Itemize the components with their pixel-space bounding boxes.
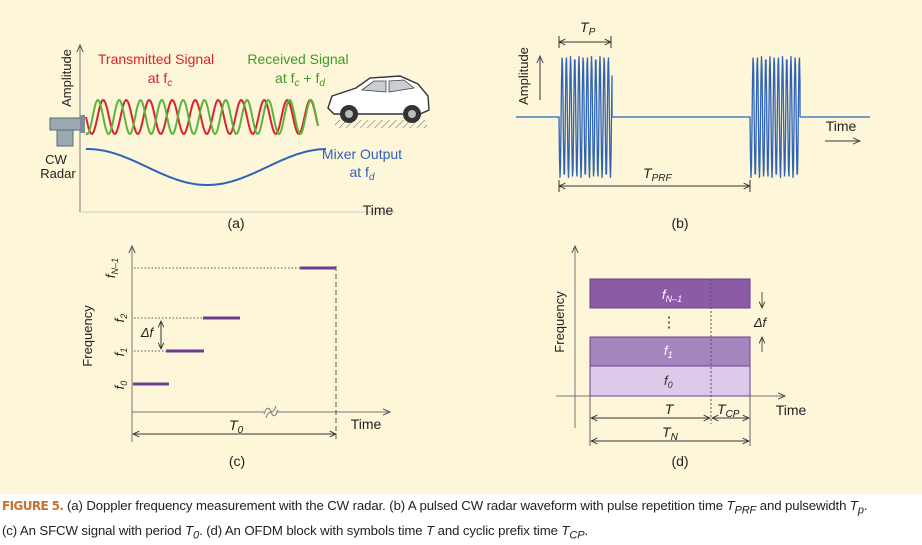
- mixer-output-wave: [86, 148, 326, 186]
- panel-b-x-axis-label: Time: [826, 118, 857, 134]
- caption-part-3: .: [863, 498, 868, 513]
- car-icon: [327, 75, 430, 128]
- tp-label: TP: [580, 19, 596, 38]
- received-label: Received Signal: [247, 51, 348, 67]
- block-ellipsis: ⋮: [662, 314, 677, 331]
- period-label: T0: [229, 417, 244, 436]
- level-label-f2: f2: [112, 314, 129, 323]
- level-label-fn1: fN–1: [103, 258, 120, 278]
- panel-a-label: (a): [227, 215, 244, 231]
- t-label: T: [665, 401, 675, 417]
- caption-tcp: TCP: [561, 522, 585, 542]
- panel-d-delta-f-label: Δf: [753, 315, 768, 330]
- caption-part-2: and pulsewidth: [756, 498, 850, 513]
- axis-break-mark: [263, 405, 279, 419]
- delta-f-label: Δf: [140, 325, 155, 340]
- panel-a-x-axis-label: Time: [363, 202, 394, 218]
- block-f1: [589, 336, 751, 367]
- caption-part-6: and cyclic prefix time: [434, 522, 562, 538]
- mixer-label: Mixer Output: [322, 146, 402, 162]
- block-f0: [589, 365, 751, 397]
- block-f0-label: f0: [664, 373, 673, 390]
- panel-b: Amplitude TP TPRF Time (b): [516, 19, 870, 231]
- caption-part-4: (c) An SFCW signal with period: [2, 522, 186, 538]
- tcp-label: TCP: [717, 401, 740, 420]
- panel-a: Amplitude CW Radar Transmitted Signal at…: [40, 45, 430, 231]
- panel-d: Frequency fN–1 f1 f0 ⋮ Δf T TCP TN Time …: [552, 246, 807, 469]
- panel-a-y-axis-label: Amplitude: [59, 49, 74, 107]
- mixer-freq: at fd: [349, 164, 374, 183]
- transmitted-signal-wave: [85, 98, 319, 136]
- figure-diagram: Amplitude CW Radar Transmitted Signal at…: [40, 19, 870, 469]
- block-f1-label: f1: [664, 343, 673, 360]
- transmitted-freq: at fc: [148, 70, 172, 89]
- panel-d-x-axis-label: Time: [776, 402, 807, 418]
- received-signal-wave: [85, 98, 319, 136]
- received-freq: at fc + fd: [275, 70, 325, 89]
- level-label-f0: f0: [112, 381, 129, 390]
- caption-part-7: .: [584, 522, 589, 538]
- block-fn1: [589, 278, 751, 309]
- tprf-label: TPRF: [643, 165, 672, 184]
- panel-c-y-axis-label: Frequency: [80, 305, 95, 367]
- caption-t0: T0: [185, 522, 200, 542]
- caption-tprf: TPRF: [726, 498, 757, 517]
- panel-c-x-axis-label: Time: [351, 416, 382, 432]
- radar-label-radar: Radar: [40, 166, 76, 181]
- level-label-f1: f1: [112, 348, 129, 357]
- radar-label-cw: CW: [45, 152, 67, 167]
- panel-d-label: (d): [671, 453, 688, 469]
- tn-label: TN: [662, 424, 679, 443]
- transmitted-label: Transmitted Signal: [98, 51, 214, 67]
- block-fn1-label: fN–1: [662, 287, 682, 304]
- panel-c: Frequency f0 f1 f2 fN–1 Δf T0 Time (c): [80, 246, 390, 469]
- panel-d-y-axis-label: Frequency: [552, 291, 567, 353]
- figure-caption: FIGURE 5. (a) Doppler frequency measurem…: [2, 496, 920, 545]
- caption-label: FIGURE 5.: [2, 499, 64, 513]
- caption-t: T: [426, 522, 435, 538]
- panel-b-label: (b): [671, 215, 688, 231]
- panel-b-y-axis-label: Amplitude: [516, 47, 531, 105]
- caption-tp: Tp: [849, 498, 864, 517]
- pulsed-waveform: [516, 56, 801, 178]
- caption-part-1: (a) Doppler frequency measurement with t…: [63, 498, 727, 513]
- caption-part-5: . (d) An OFDM block with symbols time: [199, 522, 427, 538]
- panel-c-label: (c): [229, 453, 245, 469]
- radar-icon: [49, 115, 85, 147]
